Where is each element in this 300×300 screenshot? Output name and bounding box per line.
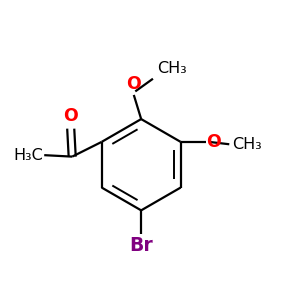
- Text: Br: Br: [129, 236, 153, 255]
- Text: O: O: [63, 107, 78, 125]
- Text: O: O: [207, 133, 221, 151]
- Text: CH₃: CH₃: [158, 61, 187, 76]
- Text: H₃C: H₃C: [13, 148, 43, 163]
- Text: CH₃: CH₃: [232, 137, 261, 152]
- Text: O: O: [126, 75, 141, 93]
